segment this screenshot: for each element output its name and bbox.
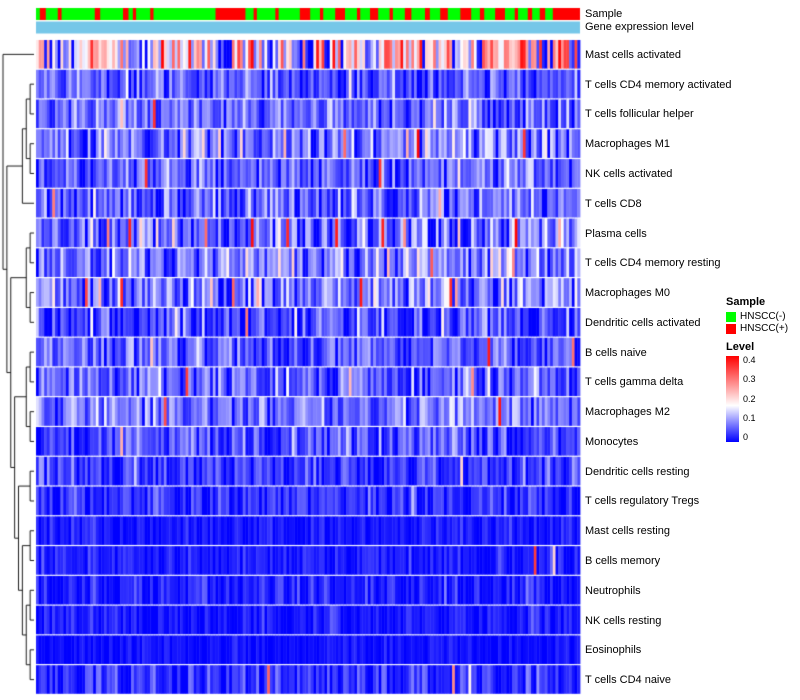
row-label: NK cells activated xyxy=(585,167,673,180)
row-label: T cells CD4 naive xyxy=(585,674,671,687)
hnscc-negative-swatch xyxy=(726,311,736,322)
row-label: Plasma cells xyxy=(585,227,647,240)
level-colorbar: 0.4 0.3 0.2 0.1 0 xyxy=(726,356,788,442)
row-label: Macrophages M1 xyxy=(585,138,670,151)
row-label: Macrophages M2 xyxy=(585,406,670,419)
row-label: Mast cells activated xyxy=(585,48,681,61)
level-tick-label: 0.2 xyxy=(743,393,756,404)
row-label: Dendritic cells activated xyxy=(585,316,701,329)
row-label: Neutrophils xyxy=(585,584,641,597)
row-label: T cells gamma delta xyxy=(585,376,684,389)
row-label: T cells CD8 xyxy=(585,197,642,210)
level-tick-label: 0 xyxy=(743,432,749,442)
row-label: NK cells resting xyxy=(585,614,662,627)
legend-sample-title: Sample xyxy=(726,296,766,308)
row-label: T cells follicular helper xyxy=(585,108,694,121)
row-label: Monocytes xyxy=(585,435,639,448)
sample-annotation-label: Sample xyxy=(585,8,623,20)
hnscc-negative-label: HNSCC(-) xyxy=(740,311,786,322)
hnscc-positive-label: HNSCC(+) xyxy=(740,323,789,334)
legend-entry-hnscc-positive: HNSCC(+) xyxy=(726,323,788,334)
legend-entry-hnscc-negative: HNSCC(-) xyxy=(726,311,788,322)
level-gradient xyxy=(726,356,739,442)
row-label: B cells naive xyxy=(585,346,647,359)
row-label: B cells memory xyxy=(585,555,661,568)
hnscc-positive-swatch xyxy=(726,323,736,334)
level-ticks: 0.4 0.3 0.2 0.1 0 xyxy=(743,356,756,442)
row-label: T cells CD4 memory resting xyxy=(585,257,721,270)
level-tick-label: 0.3 xyxy=(743,374,756,385)
level-tick-label: 0.1 xyxy=(743,412,756,423)
legend-level-title: Level xyxy=(726,341,755,353)
row-label: Dendritic cells resting xyxy=(585,465,690,478)
level-tick-label: 0.4 xyxy=(743,355,756,365)
legend: Sample HNSCC(-) HNSCC(+) Level 0.4 0.3 0.2… xyxy=(726,296,788,442)
row-label: Mast cells resting xyxy=(585,525,670,538)
row-label: T cells regulatory Tregs xyxy=(585,495,700,508)
row-label: T cells CD4 memory activated xyxy=(585,78,732,91)
expression-annotation-label: Gene expression level xyxy=(585,21,694,33)
row-label: Macrophages M0 xyxy=(585,287,670,300)
row-label: Eosinophils xyxy=(585,644,642,657)
